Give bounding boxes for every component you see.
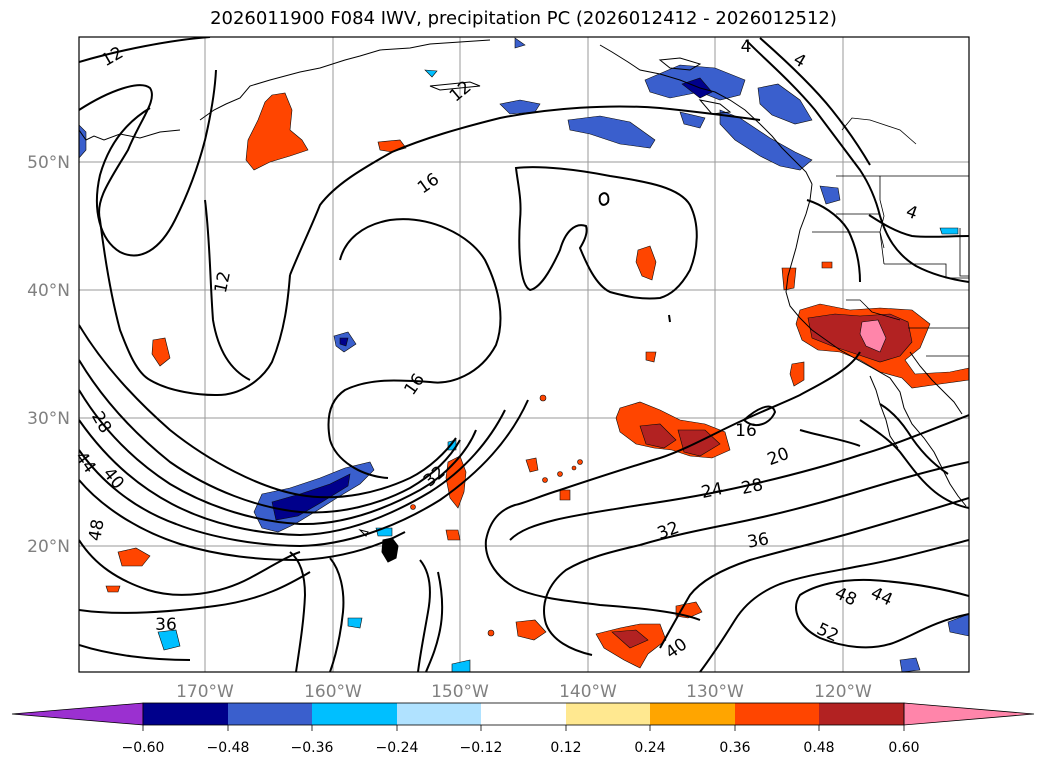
coastlines [79, 39, 967, 563]
colorbar-tick: 0.60 [888, 740, 919, 756]
colorbar-tick: 0.24 [634, 740, 665, 756]
colorbar-segment [312, 703, 397, 725]
contour-label: 36 [155, 615, 177, 635]
lon-label: 120°W [814, 682, 872, 702]
colorbar-segment [819, 703, 904, 725]
contour-label: 48 [832, 583, 860, 610]
contour-label: 12 [446, 77, 475, 106]
lon-label: 130°W [686, 682, 744, 702]
lat-label: 40°N [27, 281, 70, 301]
contour-label: 40 [662, 634, 691, 663]
colorbar-segment [228, 703, 312, 725]
colorbar-tick-marks [142, 725, 905, 731]
contour-label: 40 [99, 464, 128, 493]
precipitation-shading [79, 37, 969, 672]
colorbar: −0.60 −0.48 −0.36 −0.24 −0.12 0.12 0.24 … [11, 702, 1035, 756]
colorbar-segments [143, 703, 904, 725]
colorbar-segment [481, 703, 566, 725]
contour-label: 48 [85, 518, 108, 543]
colorbar-tick: 0.12 [550, 740, 581, 756]
colorbar-ticks: −0.60 −0.48 −0.36 −0.24 −0.12 0.12 0.24 … [122, 740, 920, 756]
colorbar-tick: −0.60 [122, 740, 165, 756]
contour-label: 16 [735, 421, 757, 441]
colorbar-segment [735, 703, 819, 725]
colorbar-segment [397, 703, 481, 725]
map-frame [78, 36, 970, 673]
lon-label: 170°W [176, 682, 234, 702]
colorbar-tick: −0.48 [207, 740, 250, 756]
lon-label: 160°W [304, 682, 362, 702]
contour-labels: 12 12 12 4 4 4 16 16 16 20 24 28 28 32 3… [71, 37, 920, 663]
colorbar-tick: −0.24 [376, 740, 419, 756]
lon-label: 140°W [559, 682, 617, 702]
contour-label: 16 [414, 169, 443, 198]
longitude-labels: 170°W 160°W 150°W 140°W 130°W 120°W [176, 682, 872, 702]
contour-label: 44 [71, 448, 100, 477]
latitude-labels: 50°N 40°N 30°N 20°N [27, 153, 70, 557]
map-content [79, 37, 969, 672]
colorbar-tick: 0.36 [719, 740, 750, 756]
lat-label: 50°N [27, 153, 70, 173]
contour-label: 44 [868, 583, 896, 610]
contour-label: 16 [400, 370, 429, 399]
contour-label: 28 [740, 475, 765, 499]
contour-label: 52 [814, 619, 842, 646]
contour-label: 20 [765, 444, 792, 470]
colorbar-segment [650, 703, 735, 725]
contour-label: 36 [746, 529, 771, 552]
contour-label: 4 [903, 202, 920, 224]
colorbar-tick: 0.48 [803, 740, 834, 756]
contour-label: 4 [741, 37, 752, 57]
contour-label: 12 [98, 43, 127, 71]
colorbar-left-extension [11, 702, 144, 726]
contour-label: 12 [211, 270, 235, 295]
lon-label: 150°W [431, 682, 489, 702]
iwv-contours [79, 37, 969, 672]
borders [812, 117, 969, 357]
colorbar-frame [142, 702, 905, 726]
map-title: 2026011900 F084 IWV, precipitation PC (2… [210, 8, 837, 29]
graticule [79, 37, 969, 672]
lat-label: 30°N [27, 409, 70, 429]
colorbar-segment [566, 703, 650, 725]
colorbar-tick: −0.36 [291, 740, 334, 756]
colorbar-tick: −0.12 [460, 740, 503, 756]
lat-label: 20°N [27, 537, 70, 557]
contour-label: 24 [700, 479, 725, 503]
colorbar-right-extension [903, 702, 1035, 726]
colorbar-segment [143, 703, 228, 725]
